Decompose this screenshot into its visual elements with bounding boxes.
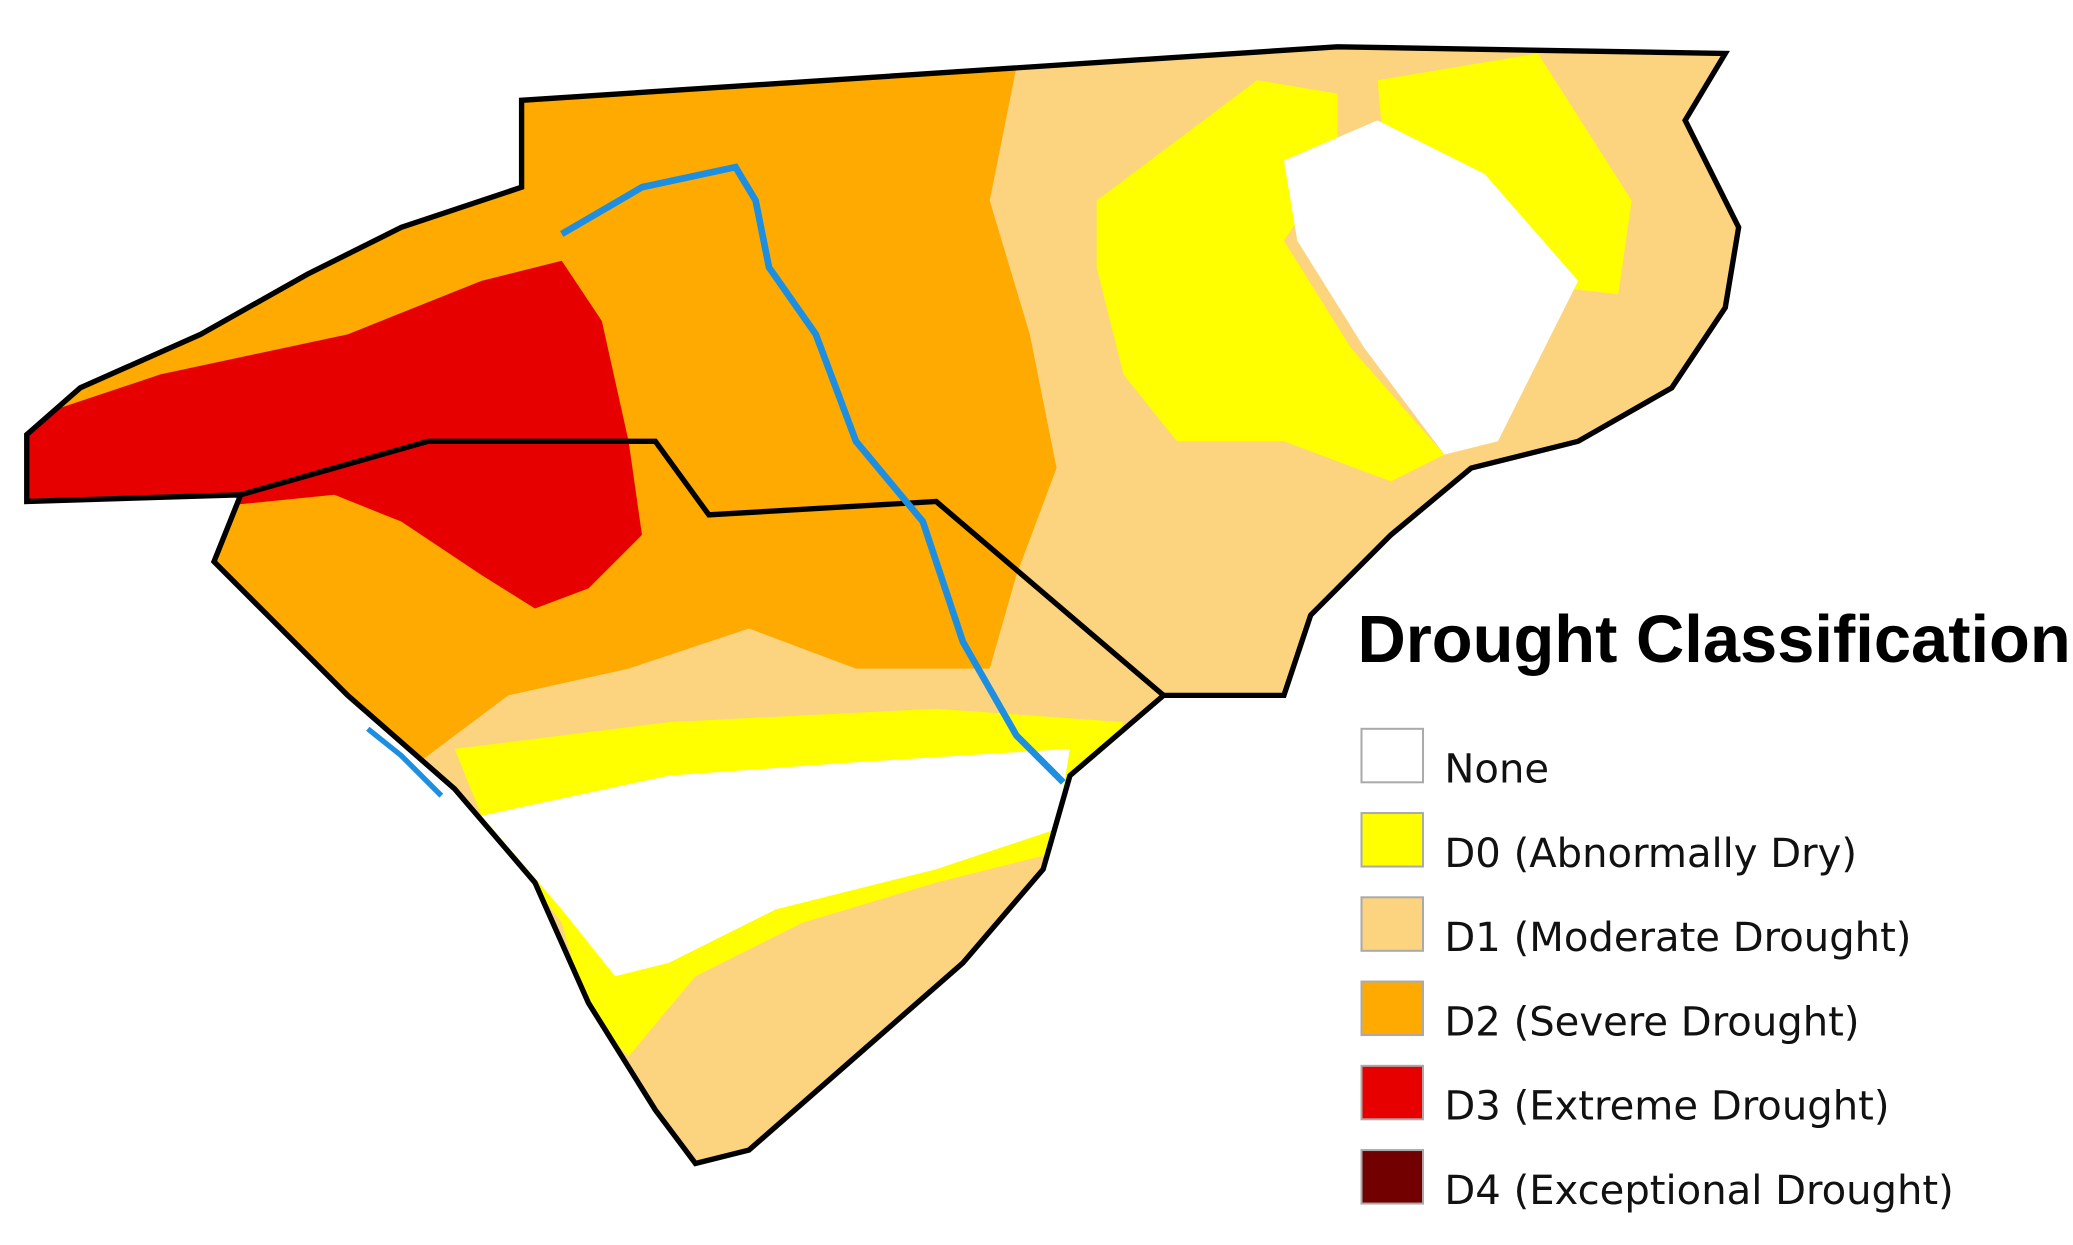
legend-swatch	[1360, 896, 1425, 952]
legend-swatch	[1360, 1064, 1425, 1121]
state-outline	[24, 44, 1742, 1167]
none-area-sc	[481, 748, 1070, 977]
legend-swatch	[1360, 727, 1425, 784]
legend-label: None	[1444, 747, 1549, 793]
legend-label: D3 (Extreme Drought)	[1444, 1084, 1889, 1130]
legend-swatch	[1360, 980, 1425, 1037]
legend-label: D0 (Abnormally Dry)	[1444, 831, 1857, 877]
legend-label: D1 (Moderate Drought)	[1444, 915, 1911, 961]
legend-label: D4 (Exceptional Drought)	[1444, 1168, 1953, 1214]
river	[560, 163, 1066, 785]
none-area-ne	[1283, 120, 1579, 455]
legend-swatch	[1360, 1149, 1425, 1205]
state-border	[240, 438, 1166, 698]
legend-label: D2 (Severe Drought)	[1444, 999, 1859, 1045]
legend-swatch	[1360, 812, 1425, 868]
d0-area-ne	[1096, 80, 1445, 482]
legend-title: Drought Classification	[1357, 602, 2070, 677]
river	[366, 726, 444, 798]
d3-area	[26, 260, 642, 609]
legend: None D0 (Abnormally Dry) D1 (Moderate Drou…	[1360, 727, 1954, 1214]
